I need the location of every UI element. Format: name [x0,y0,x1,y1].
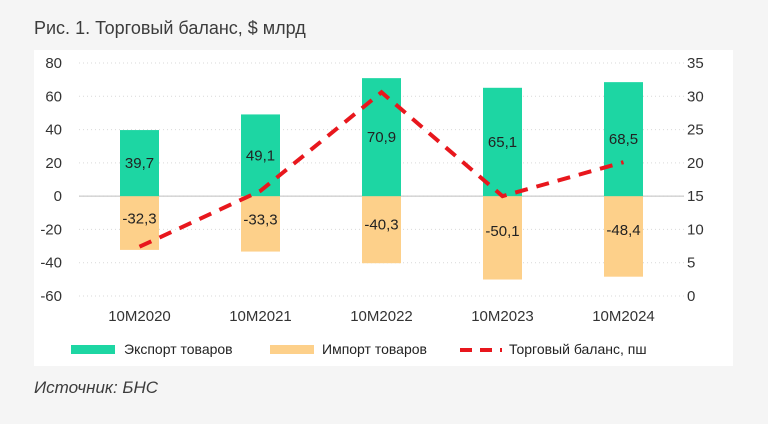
export-value-label: 68,5 [609,131,638,148]
balance-line-layer [138,89,625,249]
left-tick-label: -20 [40,221,62,238]
export-bar [241,114,280,197]
import-value-label: -40,3 [364,216,398,233]
left-tick-label: 60 [45,88,62,105]
export-bars [120,78,643,197]
import-bar [241,196,280,252]
left-tick-label: -40 [40,255,62,272]
x-tick-label: 10M2022 [350,308,413,325]
grid [79,62,684,297]
left-tick-label: -60 [40,288,62,305]
x-tick-label: 10M2020 [108,308,171,325]
x-tick-label: 10M2021 [229,308,292,325]
chart-caption: Рис. 1. Торговый баланс, $ млрд [34,18,306,38]
import-bars [120,196,643,280]
x-axis-ticks: 10M2020 10M2021 10M2022 10M2023 10M2024 [108,308,655,325]
right-tick-label: 10 [687,221,704,238]
right-tick-label: 5 [687,255,695,272]
balance-line [138,89,625,249]
import-bar [604,196,643,277]
export-value-label: 65,1 [488,134,517,151]
right-tick-label: 30 [687,88,704,105]
legend-label-export: Экспорт товаров [124,341,233,357]
x-tick-label: 10M2023 [471,308,534,325]
import-value-label: -32,3 [122,211,156,228]
right-tick-label: 25 [687,122,704,139]
import-value-label: -33,3 [243,211,277,228]
left-tick-label: 20 [45,155,62,172]
right-tick-label: 35 [687,55,704,72]
left-tick-label: 80 [45,55,62,72]
export-bar [483,87,522,197]
import-bar [120,196,159,250]
right-axis-ticks: 35 30 25 20 15 10 5 0 [687,55,704,305]
legend-swatch-export [71,345,115,354]
export-value-label: 39,7 [125,155,154,172]
export-value-label: 49,1 [246,147,275,164]
export-value-label: 70,9 [367,129,396,146]
export-bar [120,130,159,197]
chart-panel: 39,7 49,1 70,9 65,1 68,5 -32,3 -33,3 -40,3 -50,1… [34,50,733,366]
left-axis-ticks: 80 60 40 20 0 -20 -40 -60 [40,55,62,305]
legend-label-import: Импорт товаров [322,341,427,357]
right-tick-label: 0 [687,288,695,305]
import-value-label: -50,1 [485,223,519,240]
trade-balance-chart: 39,7 49,1 70,9 65,1 68,5 -32,3 -33,3 -40,3 -50,1… [40,55,704,357]
right-tick-label: 15 [687,188,704,205]
x-tick-label: 10M2024 [592,308,655,325]
export-bar [362,78,401,197]
import-value-label: -48,4 [606,222,640,239]
legend-label-balance: Торговый баланс, пш [509,341,647,357]
left-tick-label: 40 [45,122,62,139]
import-bar [362,196,401,264]
export-bar [604,82,643,197]
legend: Экспорт товаров Импорт товаров Торговый ба… [71,341,647,357]
data-labels: 39,7 49,1 70,9 65,1 68,5 -32,3 -33,3 -40,3 -50,1… [122,129,640,240]
legend-swatch-import [270,345,314,354]
import-bar [483,196,522,280]
left-tick-label: 0 [54,188,62,205]
source-note: Источник: БНС [34,378,159,397]
right-tick-label: 20 [687,155,704,172]
